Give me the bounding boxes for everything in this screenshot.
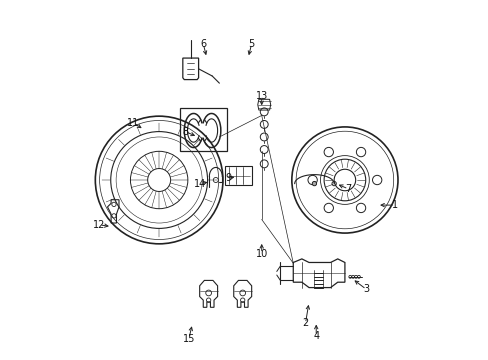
Text: 3: 3 bbox=[363, 284, 369, 294]
Text: 4: 4 bbox=[312, 331, 319, 341]
Text: 10: 10 bbox=[255, 248, 267, 258]
Text: 8: 8 bbox=[182, 127, 188, 136]
Text: 6: 6 bbox=[200, 39, 206, 49]
Bar bbox=[224, 166, 251, 185]
Text: 9: 9 bbox=[225, 173, 231, 183]
Bar bbox=[180, 108, 226, 151]
Circle shape bbox=[312, 181, 316, 186]
Text: 14: 14 bbox=[193, 179, 205, 189]
Text: 5: 5 bbox=[248, 39, 254, 49]
Text: 11: 11 bbox=[127, 118, 139, 128]
Text: 13: 13 bbox=[255, 91, 267, 101]
Text: 15: 15 bbox=[183, 333, 195, 343]
Text: 1: 1 bbox=[391, 200, 397, 210]
Text: 7: 7 bbox=[345, 184, 351, 194]
Text: 12: 12 bbox=[93, 220, 105, 230]
Text: 2: 2 bbox=[302, 319, 308, 328]
